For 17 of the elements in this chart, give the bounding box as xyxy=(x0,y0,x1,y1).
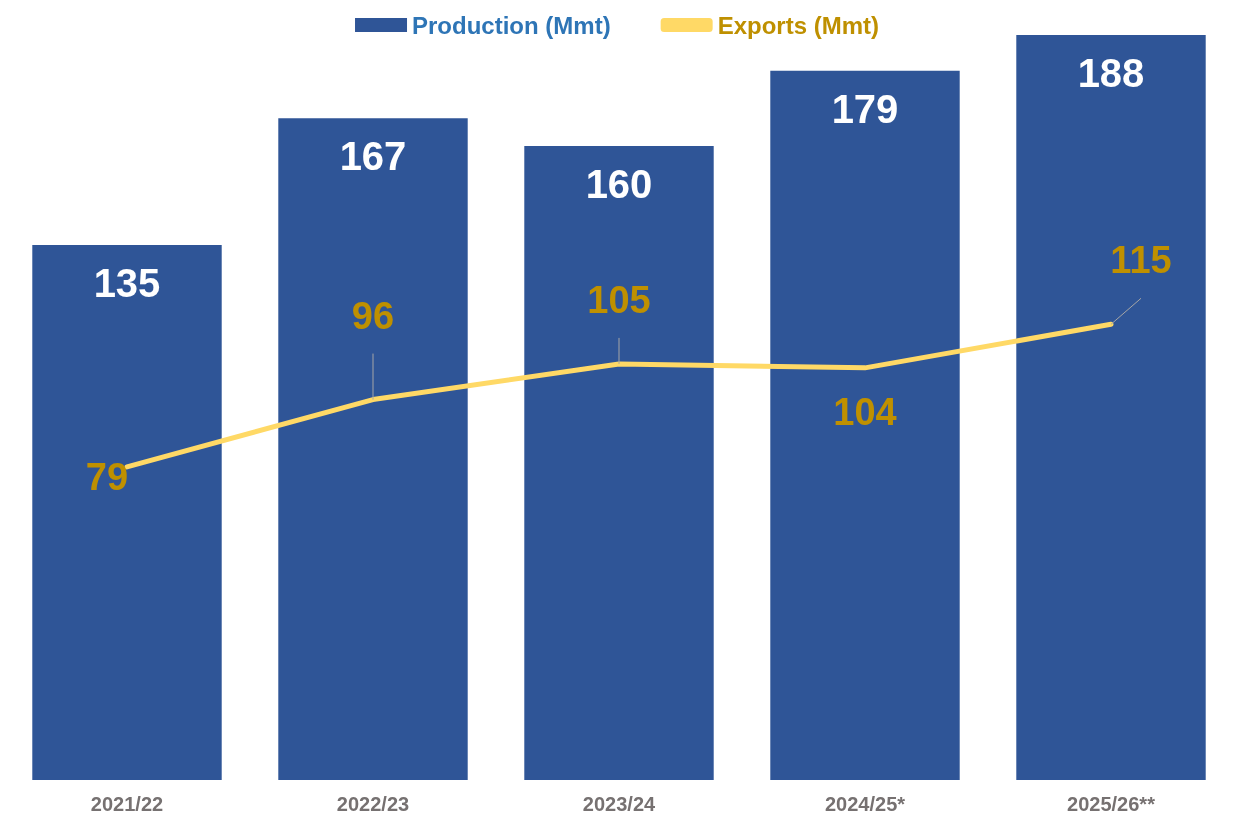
data-label: 105 xyxy=(587,278,651,321)
data-label: 135 xyxy=(93,261,161,306)
x-tick-label: 2022/23 xyxy=(336,793,410,815)
data-label: 188 xyxy=(1077,51,1145,95)
data-label: 179 xyxy=(831,86,899,131)
x-tick-label: 2023/24 xyxy=(582,793,657,815)
data-label: 160 xyxy=(585,161,653,206)
x-tick-label: 2021/22 xyxy=(90,793,164,815)
x-tick-label: 2025/26** xyxy=(1067,793,1156,815)
data-label: 79 xyxy=(85,455,129,498)
data-label: 104 xyxy=(833,390,897,433)
data-label: 115 xyxy=(1110,239,1172,282)
data-label: 96 xyxy=(351,294,395,337)
legend-label: Production (Mmt) xyxy=(412,11,611,39)
data-label: 167 xyxy=(339,134,407,179)
legend-label: Exports (Mmt) xyxy=(717,11,879,39)
x-tick-label: 2024/25* xyxy=(824,793,906,815)
